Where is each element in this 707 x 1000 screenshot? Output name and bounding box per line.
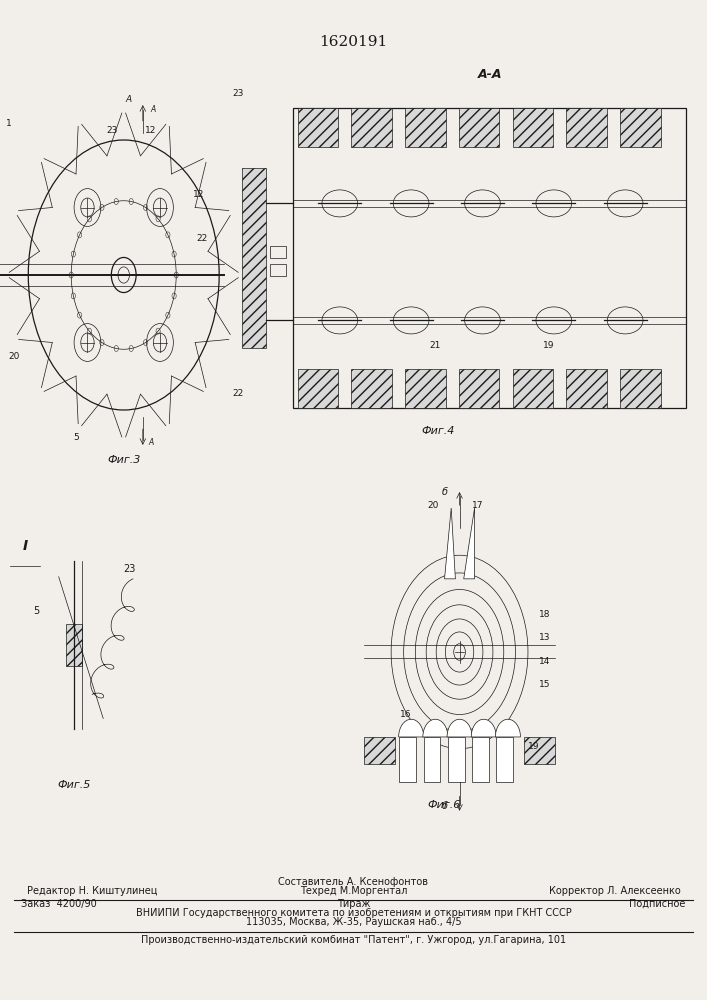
Wedge shape <box>447 719 472 737</box>
Text: 23: 23 <box>233 89 244 98</box>
Bar <box>270 264 286 276</box>
Bar <box>293 108 686 408</box>
Text: А: А <box>148 438 154 447</box>
Bar <box>399 737 416 782</box>
Text: 23: 23 <box>123 564 136 574</box>
Text: 1620191: 1620191 <box>320 35 387 49</box>
Text: 20: 20 <box>427 501 438 510</box>
Text: ВНИИПИ Государственного комитета по изобретениям и открытиям при ГКНТ СССР: ВНИИПИ Государственного комитета по изоб… <box>136 908 571 918</box>
Bar <box>459 369 499 408</box>
Text: Подписное: Подписное <box>629 899 686 909</box>
Bar <box>298 369 338 408</box>
Bar <box>524 737 556 764</box>
Text: 21: 21 <box>429 341 440 350</box>
Text: 5: 5 <box>33 606 40 616</box>
Bar <box>298 108 338 147</box>
Wedge shape <box>472 719 496 737</box>
Text: Фиг.5: Фиг.5 <box>57 780 91 790</box>
Text: 12: 12 <box>145 126 156 135</box>
Bar <box>496 737 513 782</box>
Text: Редактор Н. Киштулинец: Редактор Н. Киштулинец <box>27 886 157 896</box>
Text: 20: 20 <box>8 352 20 361</box>
Text: Заказ  4200/90: Заказ 4200/90 <box>21 899 97 909</box>
Bar <box>513 369 553 408</box>
Text: Корректор Л. Алексеенко: Корректор Л. Алексеенко <box>549 886 681 896</box>
Bar <box>351 369 392 408</box>
Text: 22: 22 <box>233 389 244 398</box>
Text: А: А <box>151 105 156 114</box>
Text: 5: 5 <box>73 433 79 442</box>
Text: 113035, Москва, Ж-35, Раушская наб., 4/5: 113035, Москва, Ж-35, Раушская наб., 4/5 <box>246 917 461 927</box>
Text: б: б <box>441 801 448 811</box>
Text: б: б <box>441 487 448 497</box>
Bar <box>405 369 445 408</box>
Bar <box>620 369 660 408</box>
Bar <box>448 737 464 782</box>
Text: Тираж: Тираж <box>337 899 370 909</box>
Text: 18: 18 <box>539 610 550 619</box>
Polygon shape <box>445 508 455 579</box>
Text: 22: 22 <box>197 234 208 243</box>
Text: 19: 19 <box>543 341 554 350</box>
Bar <box>351 108 392 147</box>
Text: Фиг.6: Фиг.6 <box>427 800 461 810</box>
Text: 12: 12 <box>192 190 204 199</box>
Text: Составитель А. Ксенофонтов: Составитель А. Ксенофонтов <box>279 877 428 887</box>
Text: 16: 16 <box>399 710 411 719</box>
Text: 1: 1 <box>6 119 12 128</box>
Bar <box>566 369 607 408</box>
Bar <box>423 737 440 782</box>
Text: 19: 19 <box>528 742 539 751</box>
Bar <box>459 108 499 147</box>
Text: Техред М.Моргентал: Техред М.Моргентал <box>300 886 407 896</box>
Text: А: А <box>126 95 132 104</box>
Bar <box>566 108 607 147</box>
Bar <box>513 108 553 147</box>
Wedge shape <box>423 719 448 737</box>
Text: Фиг.3: Фиг.3 <box>107 455 141 465</box>
Wedge shape <box>496 719 520 737</box>
Bar <box>472 737 489 782</box>
Polygon shape <box>464 508 474 579</box>
Bar <box>405 108 445 147</box>
Text: 23: 23 <box>107 126 118 135</box>
Text: 15: 15 <box>539 680 550 689</box>
Text: I: I <box>23 540 28 554</box>
Text: 17: 17 <box>472 501 484 510</box>
Text: 13: 13 <box>539 633 550 642</box>
Bar <box>66 624 83 666</box>
Wedge shape <box>399 719 423 737</box>
Bar <box>620 108 660 147</box>
Text: Фиг.4: Фиг.4 <box>421 426 455 436</box>
Text: А-А: А-А <box>477 68 502 81</box>
Text: Производственно-издательский комбинат "Патент", г. Ужгород, ул.Гагарина, 101: Производственно-издательский комбинат "П… <box>141 935 566 945</box>
Bar <box>270 246 286 258</box>
Bar <box>363 737 395 764</box>
Bar <box>243 168 266 348</box>
Text: 14: 14 <box>539 657 550 666</box>
